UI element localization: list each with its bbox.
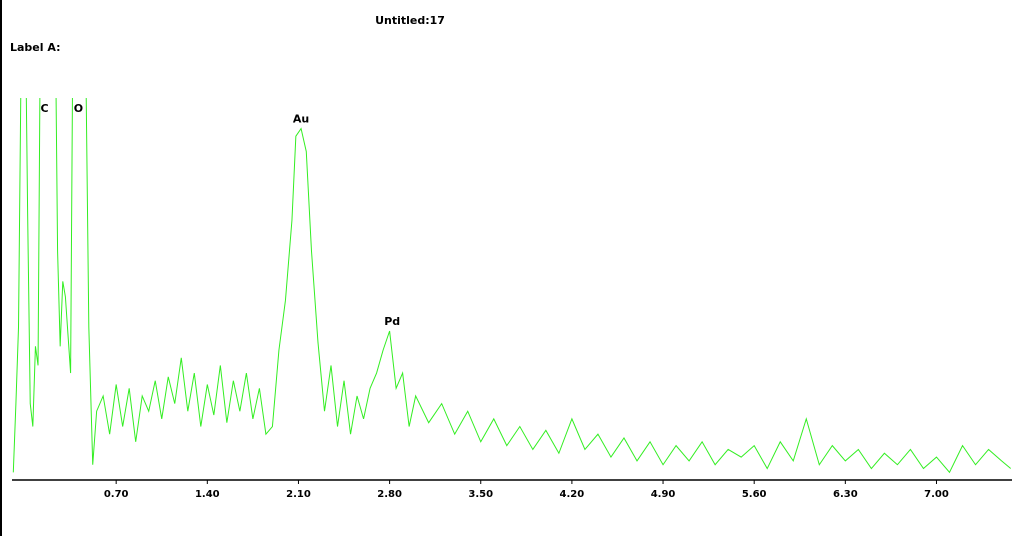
x-tick-label: 4.20: [560, 489, 585, 500]
x-tick-label: 6.30: [833, 489, 858, 500]
x-tick-label: 7.00: [924, 489, 949, 500]
x-tick-label: 2.80: [377, 489, 402, 500]
x-tick-label: 3.50: [468, 489, 493, 500]
subtitle: Label A:: [10, 41, 60, 54]
peak-label: Pd: [384, 315, 400, 328]
x-tick-label: 5.60: [742, 489, 767, 500]
x-tick-label: 1.40: [195, 489, 220, 500]
peak-label: O: [74, 102, 83, 115]
peak-label: C: [41, 102, 49, 115]
plot-area: [12, 98, 1012, 474]
x-tick-label: 2.10: [286, 489, 311, 500]
spectrum-line: [12, 98, 1012, 474]
x-tick-label: 4.90: [651, 489, 676, 500]
x-tick-label: 0.70: [104, 489, 129, 500]
chart-title: Untitled:17: [375, 14, 445, 27]
peak-label: Au: [293, 113, 309, 126]
